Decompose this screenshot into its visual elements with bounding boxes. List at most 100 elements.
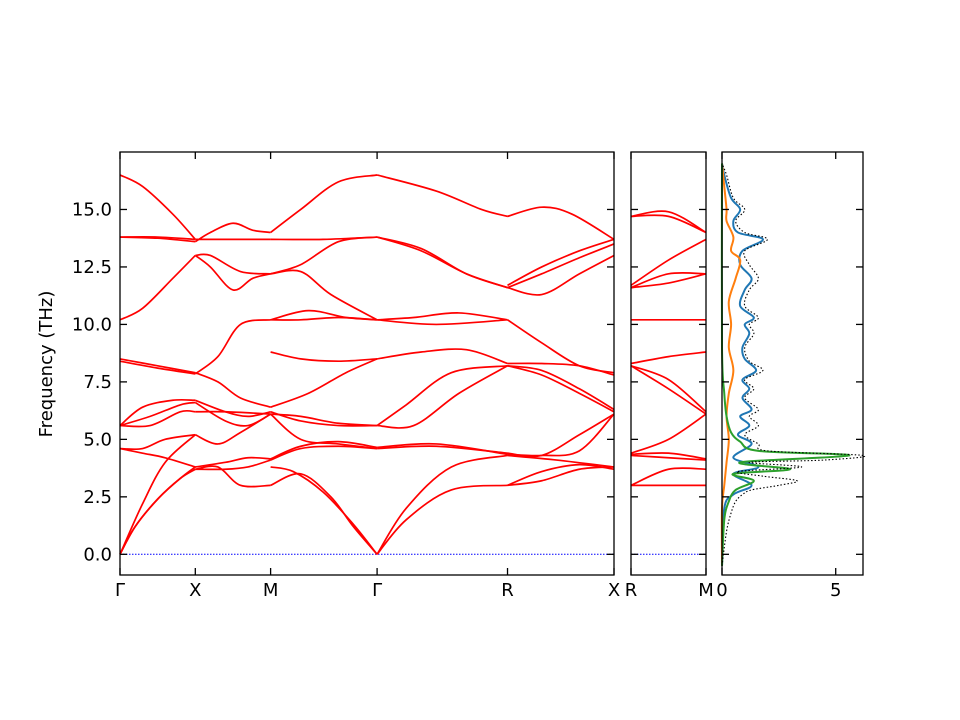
x-tick-label: R — [625, 580, 638, 601]
phonon-band — [119, 174, 196, 240]
phonon-band — [507, 319, 615, 374]
y-axis-label: Frequency (THz) — [36, 291, 57, 438]
phonon-band — [376, 174, 508, 218]
y-tick-label: 0.0 — [83, 544, 112, 565]
phonon-band — [195, 465, 271, 488]
phonon-band — [119, 447, 196, 468]
x-tick-label: Γ — [115, 580, 125, 601]
dos-projected-curve — [720, 163, 742, 566]
phonon-band — [195, 253, 271, 275]
phonon-band — [270, 174, 378, 234]
phonon-band — [270, 358, 378, 408]
phonon-band — [507, 413, 615, 458]
phonon-band — [630, 214, 707, 234]
phonon-band — [194, 254, 271, 291]
x-tick-label: 0 — [716, 580, 727, 601]
dos-total-curve — [721, 163, 866, 566]
phonon-band — [507, 238, 615, 287]
x-tick-label: R — [501, 580, 514, 601]
phonon-band — [119, 434, 196, 555]
phonon-band — [270, 440, 378, 460]
phonon-band — [270, 472, 378, 555]
phonon-band — [270, 413, 378, 427]
phonon-band — [194, 318, 271, 375]
x-tick-label: Γ — [372, 580, 382, 601]
phonon-band — [376, 348, 508, 365]
phonon-band — [270, 410, 378, 427]
y-tick-label: 12.5 — [72, 257, 112, 278]
phonon-band — [119, 236, 196, 243]
phonon-band — [507, 254, 615, 296]
phonon-band — [630, 365, 707, 415]
phonon-band — [119, 401, 196, 427]
phonon-band — [507, 206, 615, 241]
panel-frame — [630, 151, 707, 576]
phonon-band — [270, 413, 378, 450]
phonon-band — [630, 364, 707, 413]
phonon-band — [194, 399, 271, 418]
phonon-band — [119, 398, 196, 427]
phonon-band — [119, 254, 196, 321]
phonon-band — [377, 312, 508, 321]
phonon-band — [630, 413, 707, 454]
phonon-band — [270, 466, 378, 555]
panel-frame — [119, 151, 615, 576]
band-structure-panel: Γ X M Γ R X 0.0 2.5 5.0 7.5 10.0 12.5 15.0 — [72, 151, 620, 601]
phonon-band — [377, 442, 508, 456]
x-tick-label: 5 — [830, 580, 841, 601]
phonon-band — [507, 466, 615, 487]
phonon-band — [630, 271, 707, 289]
phonon-band — [377, 365, 508, 429]
phonon-band — [630, 351, 707, 365]
phonon-band — [376, 364, 508, 427]
phonon-band — [630, 273, 707, 289]
phonon-band — [630, 238, 707, 287]
phonon-band — [270, 445, 378, 461]
x-tick-label: X — [189, 580, 201, 601]
phonon-band — [270, 351, 378, 363]
phonon-band — [377, 318, 508, 326]
phonon-band — [507, 413, 615, 457]
phonon-band — [194, 222, 271, 243]
phonon-band — [376, 454, 508, 555]
phonon-band — [119, 409, 196, 428]
phonon-band — [194, 371, 271, 408]
x-tick-label: M — [698, 580, 714, 601]
phonon-band — [194, 413, 272, 445]
phonon-band — [630, 454, 707, 461]
phonon-band — [119, 360, 196, 375]
phonon-band — [507, 463, 615, 487]
x-tick-label: M — [263, 580, 279, 601]
phonon-band — [630, 452, 707, 460]
y-tick-label: 7.5 — [83, 372, 112, 393]
y-tick-label: 10.0 — [72, 314, 112, 335]
y-tick-label: 5.0 — [83, 429, 112, 450]
phonon-band — [377, 445, 508, 455]
phonon-band — [195, 456, 271, 468]
y-tick-label: 2.5 — [83, 487, 112, 508]
phonon-band — [630, 467, 707, 487]
phonon-band — [119, 466, 196, 555]
phonon-band — [119, 468, 196, 555]
x-tick-label: X — [608, 580, 620, 601]
phonon-band — [119, 358, 196, 374]
phonon-band — [270, 236, 378, 241]
phonon-band — [507, 454, 615, 468]
phonon-band — [507, 243, 615, 289]
panel-frame — [721, 151, 864, 576]
dos-projected-curve — [720, 163, 851, 566]
phonon-band — [376, 236, 508, 289]
phonon-band — [119, 433, 196, 451]
y-tick-label: 15.0 — [72, 199, 112, 220]
phonon-band — [195, 459, 271, 471]
phonon-band — [194, 401, 272, 427]
phonon-band — [270, 309, 378, 321]
phonon-band — [376, 484, 508, 555]
phonon-band — [270, 236, 378, 275]
phonon-band — [630, 210, 707, 234]
phonon-band — [507, 364, 615, 413]
